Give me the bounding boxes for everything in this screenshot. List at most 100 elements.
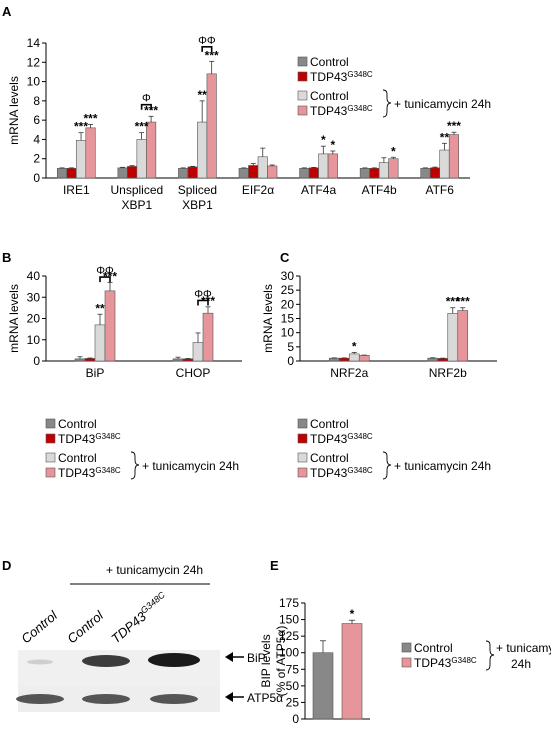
significance-label: *** bbox=[446, 295, 460, 309]
bar bbox=[378, 162, 389, 179]
legend-label-tdp43-tunic: TDP43G348C bbox=[414, 656, 477, 670]
legend-swatch-tdp43-tunic bbox=[297, 467, 308, 478]
significance-label: * bbox=[321, 133, 326, 147]
y-tick-label: 2 bbox=[33, 152, 40, 166]
blot-lane-label-2: Control bbox=[64, 607, 107, 646]
legend-brace bbox=[130, 451, 140, 480]
bar bbox=[172, 358, 184, 362]
bar bbox=[197, 121, 208, 179]
comparison-label: Φ bbox=[142, 93, 151, 105]
legend-c: Control TDP43G348C Control TDP43G348C + … bbox=[297, 417, 491, 480]
y-axis-label: BIP levels(% of ATP5α) bbox=[259, 626, 288, 697]
bar bbox=[257, 156, 268, 179]
x-tick-label: Spliced bbox=[178, 183, 217, 197]
y-tick-label: 50 bbox=[286, 679, 300, 693]
legend-label-control: Control bbox=[58, 417, 97, 431]
chart-e: 0 25 50 75 100 125 150 175 BIP levels(% of ATP5α… bbox=[259, 596, 370, 726]
panel-label-c: C bbox=[280, 250, 290, 265]
bar bbox=[187, 166, 198, 179]
legend-swatch-control-tunic bbox=[297, 452, 308, 463]
x-tick-label: EIF2α bbox=[242, 183, 274, 197]
legend-swatch-control-tunic bbox=[297, 90, 308, 101]
comparison-bracket bbox=[140, 103, 152, 110]
panel-label-b: B bbox=[2, 250, 11, 265]
legend-label-treatment-line2: 24h bbox=[511, 657, 531, 671]
legend-swatch-tdp43-tunic bbox=[297, 105, 308, 116]
significance-label: * bbox=[391, 144, 396, 158]
comparison-bracket bbox=[201, 46, 213, 52]
y-tick-label: 25 bbox=[286, 695, 300, 709]
y-tick-label: 0 bbox=[33, 171, 40, 185]
bar bbox=[248, 165, 259, 179]
legend-swatch-tdp43 bbox=[297, 71, 308, 82]
x-tick-label: BiP bbox=[86, 366, 105, 380]
bar bbox=[341, 623, 363, 720]
y-tick-label: 25 bbox=[281, 283, 295, 297]
y-tick-label: 30 bbox=[27, 290, 41, 304]
x-tick-label: XBP1 bbox=[122, 198, 153, 212]
y-axis-label: mRNA levels bbox=[261, 284, 275, 353]
legend-swatch-tdp43-tunic bbox=[401, 657, 412, 668]
comparison-label: ΦΦ bbox=[198, 35, 216, 47]
legend-label-control: Control bbox=[310, 417, 349, 431]
panel-label-a: A bbox=[2, 4, 12, 19]
bar bbox=[447, 313, 459, 362]
legend-label-tdp43-tunic: TDP43G348C bbox=[310, 104, 373, 118]
legend-swatch-control bbox=[297, 418, 308, 429]
y-tick-label: 5 bbox=[287, 340, 294, 354]
legend-brace bbox=[382, 89, 392, 118]
bar bbox=[359, 168, 370, 179]
legend-label-treatment: + tunicamycin 24h bbox=[142, 459, 239, 473]
x-tick-label: XBP1 bbox=[182, 198, 213, 212]
bar bbox=[84, 358, 96, 362]
blot-band-atp5a-lane3 bbox=[150, 694, 198, 704]
legend-label-treatment: + tunicamycin 24h bbox=[394, 459, 491, 473]
bar bbox=[66, 168, 77, 179]
significance-label: * bbox=[352, 340, 357, 354]
legend-e: Control TDP43G348C + tunicamycin 24h bbox=[401, 640, 551, 671]
legend-brace bbox=[382, 451, 392, 480]
blot-band-atp5a-lane2 bbox=[82, 694, 130, 704]
bar bbox=[439, 149, 450, 179]
legend-label-tdp43-tunic: TDP43G348C bbox=[310, 466, 373, 480]
bar bbox=[127, 166, 138, 179]
bar bbox=[457, 310, 469, 362]
legend-swatch-tdp43-tunic bbox=[45, 467, 56, 478]
y-tick-label: 125 bbox=[279, 629, 299, 643]
blot-lane-label-1: Control bbox=[18, 607, 61, 646]
y-tick-label: 20 bbox=[27, 312, 41, 326]
y-axis-label: mRNA levels bbox=[7, 284, 21, 353]
blot-lane-label-3: TDP43G348C bbox=[108, 589, 172, 646]
bar bbox=[437, 358, 449, 362]
x-tick-label: NRF2b bbox=[429, 366, 467, 380]
y-tick-label: 30 bbox=[281, 269, 295, 283]
x-tick-label: NRF2a bbox=[330, 366, 368, 380]
significance-label: ** bbox=[95, 301, 105, 315]
x-tick-label: Unspliced bbox=[111, 183, 164, 197]
y-tick-label: 4 bbox=[33, 132, 40, 146]
bar bbox=[312, 652, 334, 720]
bar bbox=[388, 158, 399, 179]
panel-label-d: D bbox=[2, 558, 11, 573]
legend-b: Control TDP43G348C Control TDP43G348C + … bbox=[45, 417, 239, 480]
y-tick-label: 12 bbox=[27, 55, 41, 69]
significance-label: *** bbox=[74, 120, 88, 134]
western-blot: + tunicamycin 24h Control Control TDP43G… bbox=[16, 563, 283, 712]
bar bbox=[192, 342, 204, 362]
legend-swatch-tdp43 bbox=[45, 433, 56, 444]
x-tick-label: ATF6 bbox=[425, 183, 454, 197]
significance-label: *** bbox=[144, 103, 158, 117]
bar bbox=[427, 357, 439, 362]
bar bbox=[358, 355, 370, 362]
y-tick-label: 0 bbox=[287, 354, 294, 368]
significance-label: ** bbox=[198, 88, 208, 102]
blot-arrow-atp5a bbox=[225, 692, 244, 702]
comparison-bracket bbox=[197, 299, 209, 306]
significance-label: *** bbox=[456, 295, 470, 309]
significance-label: * bbox=[350, 607, 355, 621]
y-tick-label: 150 bbox=[279, 613, 299, 627]
bar bbox=[299, 168, 310, 179]
